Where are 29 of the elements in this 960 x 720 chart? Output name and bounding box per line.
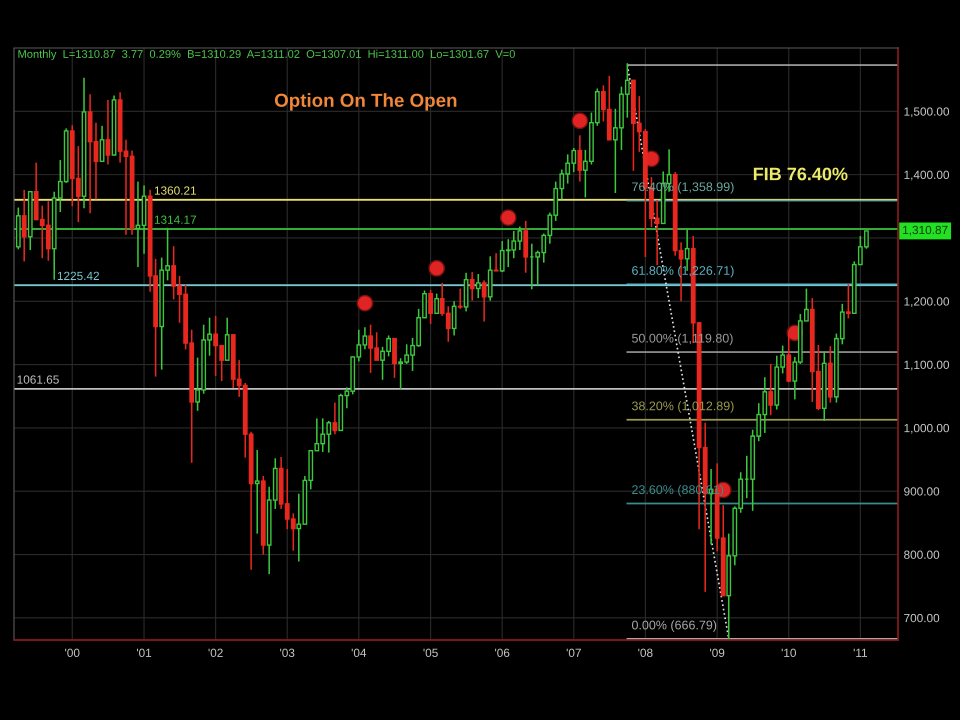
y-tick-label: 800.00 <box>904 550 940 559</box>
y-tick-label: 700.00 <box>904 614 940 622</box>
y-tick-label: 1,500.00 <box>904 107 950 118</box>
text: 1,310.87 <box>903 226 948 236</box>
x-tick-label: '01 <box>136 648 152 658</box>
y-tick-label: 1,200.00 <box>904 297 950 308</box>
annotation: Monthly L=1310.87 3.77 0.29% B=1310.29 A=1311.02 O=1307.01 Hi=1311.00 Lo=1301.67 V=0 <box>18 50 515 60</box>
x-tick-label: '02 <box>208 648 223 658</box>
ref-line-label: 1225.42 <box>58 272 100 280</box>
x-tick-label: '04 <box>352 648 366 658</box>
annotation: FIB 76.40% <box>754 168 848 180</box>
y-tick-label: 1,100.00 <box>904 360 950 370</box>
y-tick-label: 900.00 <box>904 487 940 496</box>
text: Option On The Open <box>274 93 456 111</box>
x-tick-label: '03 <box>280 648 294 658</box>
series-label: 0.00% (666.79) <box>632 620 716 632</box>
x-tick-label: '11 <box>854 648 868 657</box>
y-tick-label: 1,000.00 <box>904 424 950 434</box>
ref-line-label: 1061.65 <box>18 375 59 384</box>
ref-line-label: 1360.21 <box>154 186 196 195</box>
x-tick-label: '08 <box>638 648 653 658</box>
x-tick-label: '05 <box>424 648 438 658</box>
x-tick-label: '06 <box>495 648 510 658</box>
x-tick-label: '00 <box>65 648 80 658</box>
y-tick-label: 1,400.00 <box>904 170 950 180</box>
x-tick-label: '10 <box>782 648 796 658</box>
x-tick-label: '07 <box>566 648 581 658</box>
ref-line-label: 1314.17 <box>154 216 196 224</box>
x-tick-label: '09 <box>710 648 724 658</box>
